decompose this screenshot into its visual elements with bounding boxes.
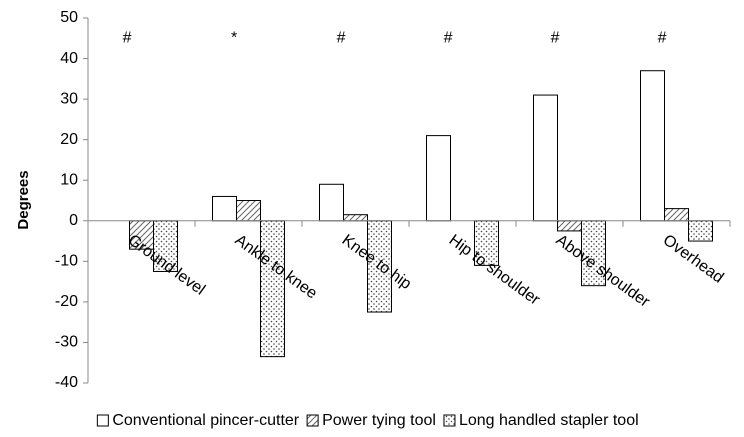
bar <box>557 220 582 232</box>
bar <box>688 220 713 242</box>
bar <box>343 214 368 222</box>
bar <box>640 70 665 222</box>
annotation: # <box>551 29 560 46</box>
y-tick-label: 30 <box>60 90 78 107</box>
annotation: # <box>444 29 453 46</box>
bar <box>581 220 606 287</box>
bar <box>367 220 392 313</box>
annotation: # <box>123 29 132 46</box>
bar <box>129 220 154 250</box>
y-tick-label: 10 <box>60 171 78 188</box>
y-tick-label: -30 <box>55 334 78 351</box>
bar <box>533 94 558 222</box>
y-axis-label: Degrees <box>15 170 32 229</box>
y-tick-label: -10 <box>55 253 78 270</box>
bar <box>474 220 499 266</box>
y-tick-label: 20 <box>60 131 78 148</box>
legend-label: Conventional pincer-cutter <box>112 412 299 429</box>
y-tick-label: -40 <box>55 374 78 391</box>
bar <box>319 183 344 222</box>
bar <box>664 208 689 222</box>
legend-label: Power tying tool <box>322 412 436 429</box>
bar <box>426 135 451 222</box>
bar <box>236 200 261 222</box>
bar <box>153 220 178 272</box>
y-tick-label: 50 <box>60 9 78 26</box>
bar <box>260 220 285 358</box>
bar <box>212 195 237 222</box>
y-tick-label: -20 <box>55 293 78 310</box>
annotation: # <box>337 29 346 46</box>
y-tick-label: 0 <box>69 212 78 229</box>
legend-swatch <box>443 414 456 427</box>
legend-swatch <box>306 414 319 427</box>
annotation: # <box>658 29 667 46</box>
y-tick-label: 40 <box>60 50 78 67</box>
legend-label: Long handled stapler tool <box>459 412 639 429</box>
annotation: * <box>231 29 237 46</box>
legend-swatch <box>96 414 109 427</box>
